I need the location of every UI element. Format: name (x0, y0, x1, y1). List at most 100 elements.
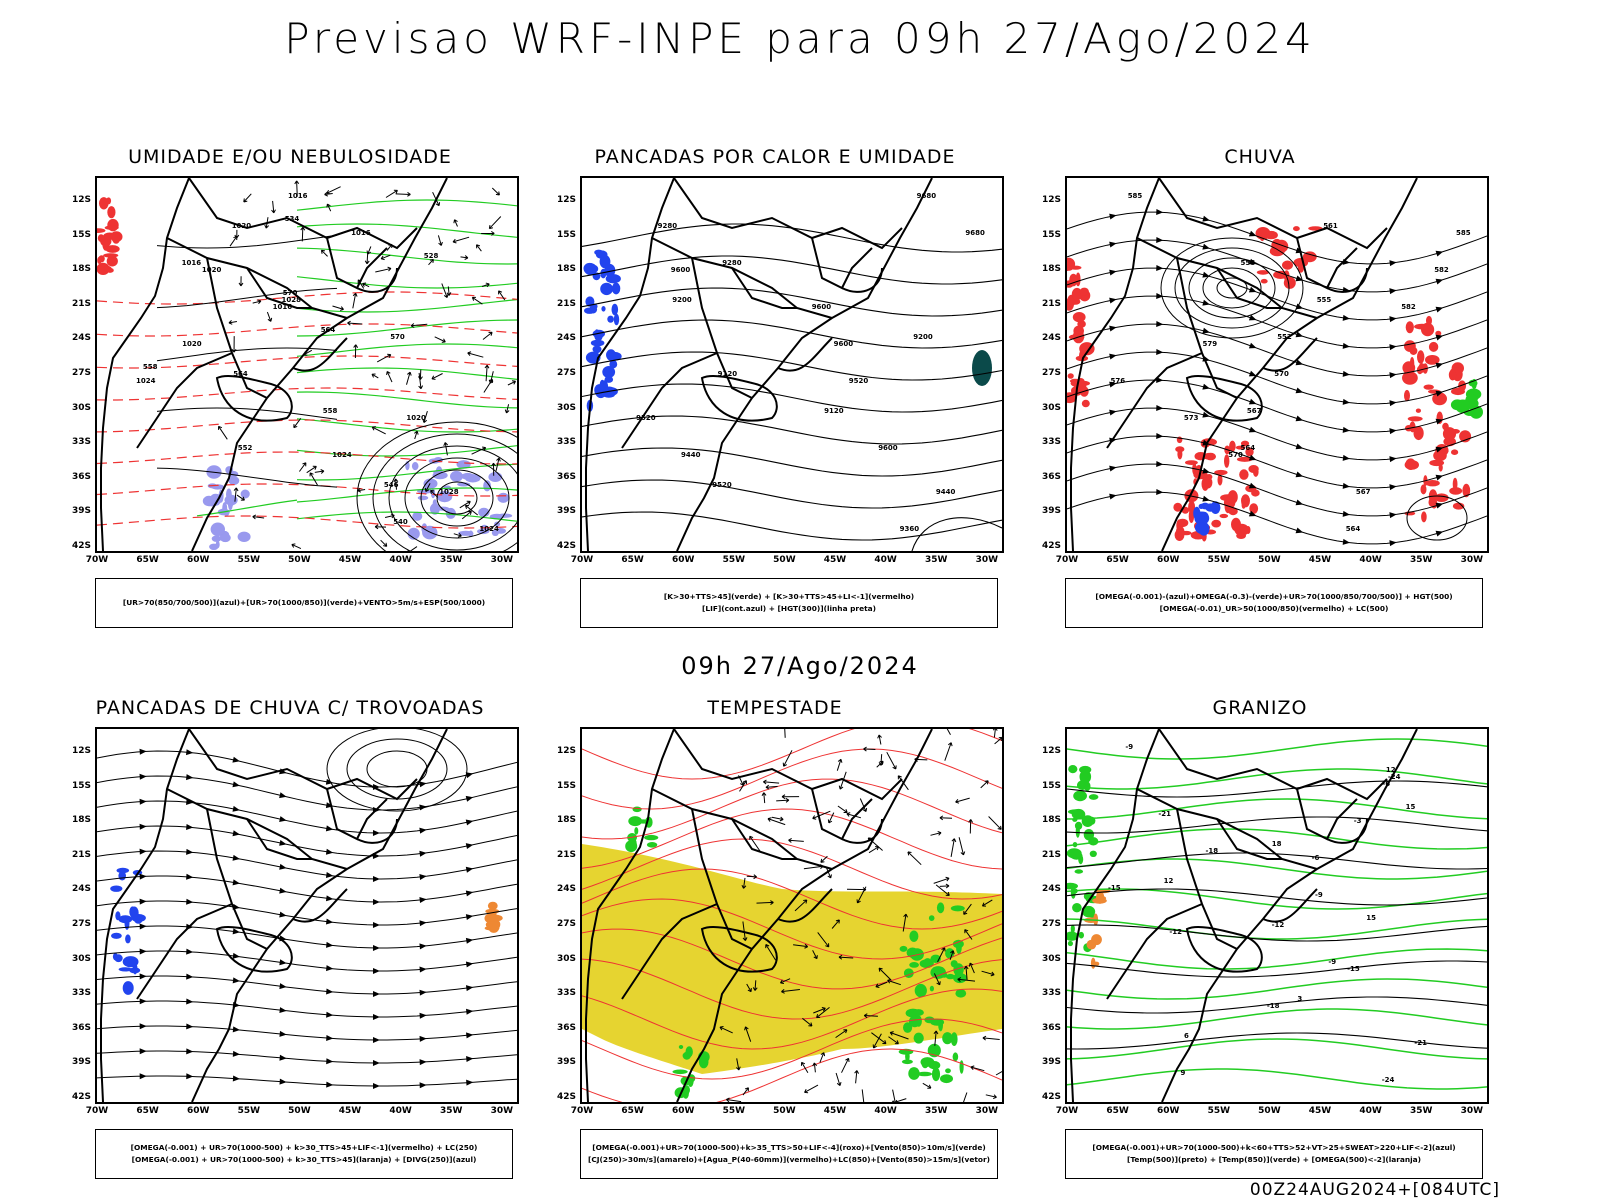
wind-vector (422, 410, 428, 423)
humidity-low-contour (296, 487, 517, 503)
lc250-streamline (97, 1000, 517, 1018)
humidity-low-contour (296, 276, 517, 289)
humidity-500-patch (497, 492, 510, 503)
lif-blue-patch (604, 387, 618, 396)
wind850-green-patch (928, 915, 935, 921)
contour-label: 9600 (812, 303, 832, 311)
temp850-green-patch (1088, 837, 1099, 846)
wind850-green-patch (945, 948, 955, 959)
lat-tick-label: 18S (556, 815, 576, 826)
wind-vector (453, 532, 462, 538)
lif-blue-patch (604, 376, 614, 383)
wind-vector (414, 430, 419, 440)
lc250-streamline (97, 800, 517, 834)
streamline-arrow (232, 1050, 240, 1057)
rain-red-patch (1188, 500, 1196, 514)
streamline-arrow (1248, 454, 1257, 461)
wind-vector (233, 487, 239, 502)
wind850-green-patch (644, 834, 659, 841)
streamline-arrow (1295, 387, 1304, 394)
streamline-arrow (1248, 426, 1257, 433)
lon-tick-label: 40W (389, 555, 412, 565)
map-svg (582, 729, 1002, 1102)
wind-vector (907, 851, 922, 866)
humidity-500-patch (478, 507, 490, 517)
lat-tick-label: 24S (1041, 884, 1061, 895)
streamline-arrow (1156, 489, 1164, 496)
wind850-green-patch (945, 1068, 951, 1074)
humidity-low-contour (296, 223, 517, 238)
streamline-arrow (139, 1023, 147, 1030)
streamline-arrow (279, 1030, 287, 1037)
humidity-500-patch (240, 489, 250, 499)
red-scatter (107, 206, 116, 219)
thickness-contour (97, 323, 517, 337)
wind-vector (933, 876, 950, 884)
rain-red-patch (1240, 440, 1250, 447)
humidity-low-contour (196, 499, 298, 517)
humidity-500-patch (429, 503, 440, 515)
streamline-arrow (419, 1059, 427, 1066)
streamline-arrow (1295, 499, 1304, 506)
streamline-arrow (232, 928, 240, 935)
wind850-green-patch (903, 1022, 913, 1033)
lc250-streamline (97, 975, 517, 995)
omega500-orange-patch (1090, 957, 1096, 969)
wind850-green-patch (929, 985, 934, 992)
streamline-arrow (232, 756, 240, 763)
hgt500-contour (1067, 211, 1487, 265)
country-border (1326, 818, 1368, 844)
streamline-arrow (372, 921, 380, 928)
temp850-contour (1067, 918, 1487, 940)
isobar (420, 469, 494, 527)
wind-vector (424, 483, 431, 492)
humidity-low-contour (296, 247, 517, 265)
streamline-arrow (139, 798, 147, 805)
humidity-500-patch (215, 540, 220, 549)
divergence-blue-patch (130, 906, 139, 920)
lat-tick-label: 33S (71, 437, 91, 448)
lon-tick-label: 70W (1055, 1106, 1079, 1116)
rain-red-patch (1228, 507, 1238, 516)
contour-label: 582 (1401, 303, 1416, 311)
lon-tick-label: 60W (186, 555, 210, 565)
country-border (1136, 237, 1318, 319)
lon-tick-label: 55W (237, 1106, 261, 1116)
streamline-arrow (1389, 260, 1397, 267)
lif-blue-patch (584, 307, 595, 314)
red-scatter (106, 255, 118, 267)
panel-tempestade: TEMPESTADE [OMEGA(-0.001)+UR>70(1000-500… (540, 697, 1010, 1187)
wind-vector (446, 286, 452, 296)
lif-blue-patch (607, 315, 614, 323)
main-title: Previsao WRF-INPE para 09h 27/Ago/2024 (284, 14, 1316, 63)
contour-label: 528 (424, 252, 439, 260)
red-scatter (97, 228, 106, 233)
rain-green-patch (1465, 394, 1478, 404)
wind-vector (968, 819, 974, 834)
rain-red-patch (1428, 341, 1439, 352)
isobar (436, 481, 478, 515)
wind-vector (800, 1061, 809, 1073)
wind-vector (781, 794, 800, 800)
legend-line-2: [Temp(500)](preto) + [Temp(850)](verde) … (1126, 1155, 1422, 1164)
wind850-green-patch (914, 983, 927, 998)
contour-label: 558 (1241, 259, 1256, 267)
lat-tick-label: 12S (556, 195, 576, 205)
streamline-arrow (465, 985, 474, 992)
wind-vector (872, 1033, 882, 1049)
temp500-contour (1067, 1032, 1487, 1050)
humidity-500-patch (237, 531, 251, 542)
contour-label: 12 (1386, 766, 1396, 774)
red-scatter (103, 253, 119, 258)
contour-label: 9680 (965, 229, 985, 237)
contour-label: 9520 (636, 414, 656, 422)
streamline-arrow (1156, 433, 1164, 440)
wind-vector (395, 191, 411, 197)
wind-vector (988, 816, 1002, 830)
lat-tick-label: 21S (71, 298, 91, 309)
wind-vector (995, 1066, 1002, 1076)
map-svg: 585 585 582 582 579 576 573 570 567 564 561 558 555 5… (1067, 178, 1487, 551)
streamline-arrow (279, 1078, 287, 1085)
contour-label: 1020 (202, 266, 222, 274)
lat-tick-label: 27S (556, 368, 576, 378)
